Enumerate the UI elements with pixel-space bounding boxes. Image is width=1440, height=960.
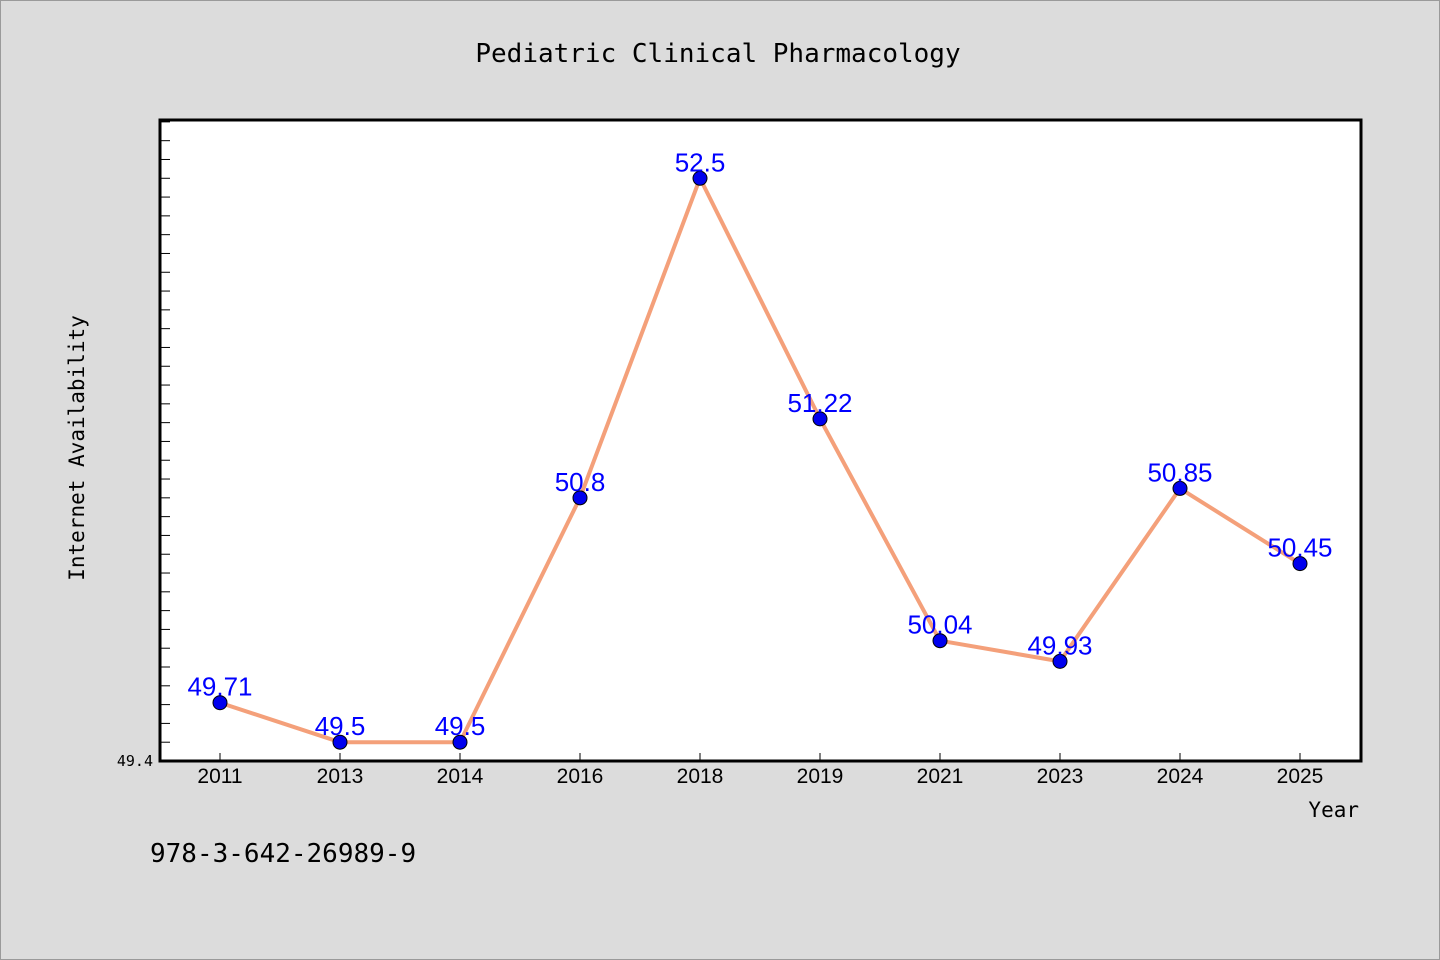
data-point bbox=[692, 170, 708, 186]
x-tick-label: 2025 bbox=[1277, 765, 1324, 788]
data-label: 49.5 bbox=[315, 711, 366, 741]
series-layer bbox=[212, 170, 1308, 750]
data-point bbox=[212, 695, 228, 711]
data-point bbox=[332, 734, 348, 750]
x-tick-label: 2011 bbox=[197, 765, 242, 788]
y-axis-label: Internet Availability bbox=[65, 315, 89, 581]
chart-title: Pediatric Clinical Pharmacology bbox=[475, 39, 960, 69]
isbn-text: 978-3-642-26989-9 bbox=[150, 839, 416, 869]
x-tick-label: 2023 bbox=[1037, 765, 1084, 788]
x-tick-label: 2016 bbox=[557, 765, 604, 788]
data-label: 49.5 bbox=[435, 711, 486, 741]
data-point bbox=[1052, 653, 1068, 669]
y-tick-label: 49.4 bbox=[117, 752, 153, 770]
data-label: 50.04 bbox=[907, 610, 972, 640]
y-axis-ticks bbox=[160, 121, 170, 743]
data-point bbox=[932, 633, 948, 649]
data-point bbox=[452, 734, 468, 750]
series-line bbox=[219, 176, 1302, 745]
x-tick-label: 2013 bbox=[317, 765, 364, 788]
x-tick-label: 2024 bbox=[1157, 765, 1204, 788]
data-point bbox=[812, 411, 828, 427]
data-label: 52.5 bbox=[675, 147, 726, 177]
data-point bbox=[1172, 480, 1188, 496]
data-label: 51.22 bbox=[787, 388, 852, 418]
data-label: 50.8 bbox=[555, 467, 606, 497]
data-point bbox=[572, 490, 588, 506]
data-label: 50.45 bbox=[1267, 533, 1332, 563]
x-tick-label: 2021 bbox=[917, 765, 964, 788]
plot-area bbox=[158, 118, 1363, 763]
x-tick-label: 2019 bbox=[797, 765, 844, 788]
x-axis-ticks: 2011 2013 2014 2016 2018 2019 2021 2023 2024 2025 bbox=[197, 753, 1323, 788]
data-label: 50.85 bbox=[1147, 457, 1212, 487]
x-axis-label: Year bbox=[1308, 798, 1359, 822]
data-label: 49.71 bbox=[187, 672, 252, 702]
x-tick-label: 2018 bbox=[677, 765, 724, 788]
data-point bbox=[1292, 556, 1308, 572]
label-layer: 49.71 49.5 49.5 50.8 52.5 51.22 50.04 49.93 50.8… bbox=[187, 147, 1332, 741]
data-label: 49.93 bbox=[1027, 630, 1092, 660]
x-tick-label: 2014 bbox=[437, 765, 484, 788]
